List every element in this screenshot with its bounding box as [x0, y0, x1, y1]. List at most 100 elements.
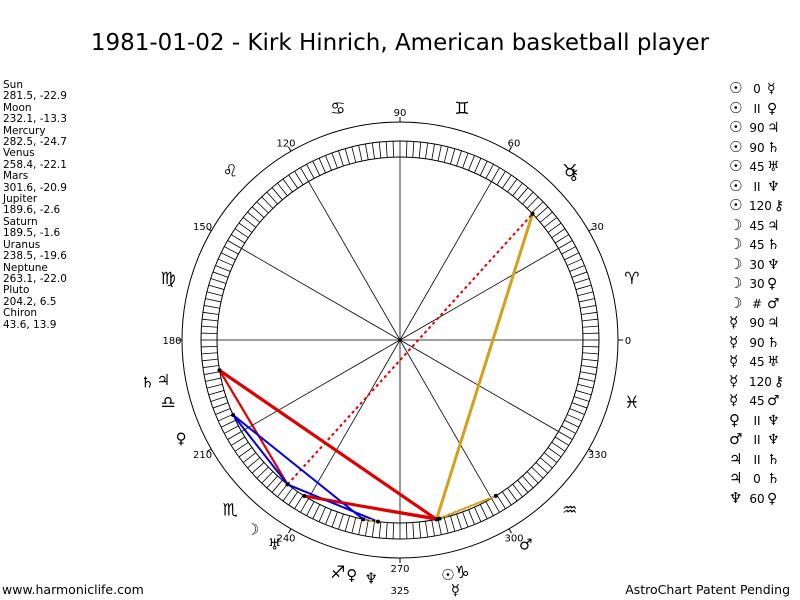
aspect-row: ☽ # ♂ [729, 294, 784, 314]
aspect-planet-b-icon: ♃ [767, 120, 780, 136]
degree-tick [224, 425, 239, 434]
degree-tick [306, 501, 315, 516]
aspect-planet-b-icon: ♅ [767, 159, 780, 175]
degree-tick [462, 511, 469, 528]
degree-tick [202, 365, 219, 369]
degree-tick [312, 160, 321, 176]
aspect-planet-a-icon: ☽ [729, 254, 743, 273]
degree-tick [443, 517, 449, 534]
sector-spoke [399, 339, 492, 499]
footer-patent-note: AstroChart Patent Pending [625, 582, 790, 597]
degree-tick [437, 518, 442, 535]
degree-tick [202, 358, 219, 362]
aspect-line-sun-saturn [218, 368, 438, 521]
position-name-mercury: Mercury [3, 124, 46, 137]
aspect-planet-b-icon: ☿ [767, 81, 776, 97]
degree-tick [526, 471, 539, 484]
degree-tick [547, 447, 562, 458]
zodiac-sign-icon: ♊ [454, 99, 469, 119]
degree-label-270: 270 [390, 564, 409, 575]
aspect-angle: 120 [749, 374, 772, 389]
sun-icon: ☉ [441, 566, 454, 584]
aspect-row: ♃ II ♄ [729, 450, 784, 470]
degree-tick [531, 201, 544, 214]
pluto-marker [231, 413, 236, 418]
degree-tick [582, 352, 599, 355]
degree-tick [351, 517, 357, 534]
saturn-marker [217, 368, 222, 373]
degree-tick [220, 252, 236, 261]
aspect-planet-b-icon: ♄ [767, 139, 780, 156]
degree-tick [210, 396, 227, 402]
degree-tick [220, 419, 236, 428]
degree-tick [551, 442, 566, 452]
degree-tick [578, 377, 595, 382]
degree-tick [205, 377, 222, 382]
degree-tick [581, 358, 598, 362]
degree-tick [358, 145, 363, 162]
degree-tick [543, 217, 558, 228]
aspect-line-moon-chiron [286, 213, 534, 486]
aspect-angle: 45 [749, 355, 765, 369]
position-value-saturn: 189.5, -1.6 [3, 227, 61, 240]
degree-tick [581, 365, 598, 369]
degree-tick [242, 452, 257, 463]
aspect-planet-a-icon: ☉ [729, 79, 743, 97]
aspect-planet-a-icon: ☉ [729, 98, 743, 117]
aspect-row: ☽ 45 ♄ [729, 235, 784, 255]
degree-tick [231, 436, 246, 446]
aspect-row: ☿ 90 ♄ [729, 333, 784, 353]
degree-tick [437, 145, 442, 162]
degree-tick [365, 520, 369, 537]
degree-tick [358, 518, 363, 535]
degree-tick [338, 513, 344, 530]
aspect-line-mercury-mars [439, 494, 497, 520]
planet-position-list: Sun 281.5, -22.9 Moon 232.1, -13.3 Mercury 28… [3, 79, 67, 331]
aspect-planet-a-icon: ☉ [729, 118, 743, 136]
degree-tick [431, 520, 435, 537]
degree-tick [371, 521, 375, 538]
degree-label-0: 0 [625, 336, 631, 347]
aspect-planet-b-icon: ⚷ [773, 373, 785, 390]
degree-tick [468, 155, 475, 171]
degree-tick [331, 152, 338, 169]
aspect-line-sun-chiron [435, 213, 534, 520]
zodiac-sign-icon: ♐ [330, 563, 345, 583]
aspect-planet-b-icon: ♃ [767, 217, 780, 234]
degree-tick [575, 390, 592, 396]
footer-website[interactable]: www.harmoniclife.com [2, 582, 144, 597]
degree-label-180: 180 [162, 336, 181, 347]
degree-tick [512, 483, 523, 498]
degree-tick [271, 479, 283, 493]
aspect-planet-b-icon: ♂ [767, 393, 780, 409]
degree-tick [567, 414, 582, 422]
degree-tick [201, 332, 218, 335]
degree-tick [479, 504, 488, 520]
outer-tick [206, 228, 212, 232]
planet-glyphs: ☉ ☽ ☿ ♀ ♂ ♃♄ ♅ ♆ ♀ ⚷ [141, 165, 580, 598]
degree-label-300: 300 [504, 533, 523, 544]
degree-tick [271, 187, 283, 201]
degree-tick [569, 265, 585, 272]
outer-tick [508, 528, 512, 534]
aspect-row: ☿ 90 ♃ [729, 313, 784, 333]
degree-tick [418, 142, 422, 159]
degree-tick [561, 246, 576, 255]
position-value-neptune: 263.1, -22.0 [3, 272, 67, 285]
degree-tick [405, 522, 408, 539]
degree-tick [405, 141, 408, 158]
degree-tick [277, 182, 288, 197]
aspect-planet-a-icon: ☉ [729, 176, 743, 195]
degree-tick [227, 431, 242, 440]
aspect-planet-b-icon: ♆ [767, 432, 780, 448]
degree-tick [325, 155, 332, 171]
degree-tick [539, 457, 553, 469]
degree-tick [344, 515, 350, 532]
degree-tick [502, 491, 512, 506]
degree-tick [212, 402, 229, 409]
aspect-planet-a-icon: ♃ [729, 449, 743, 468]
position-value-uranus: 238.5, -19.6 [3, 250, 67, 263]
degree-tick [365, 143, 369, 160]
aspect-angle: 30 [749, 277, 765, 291]
aspect-row: ☉ 45 ♅ [729, 157, 784, 177]
